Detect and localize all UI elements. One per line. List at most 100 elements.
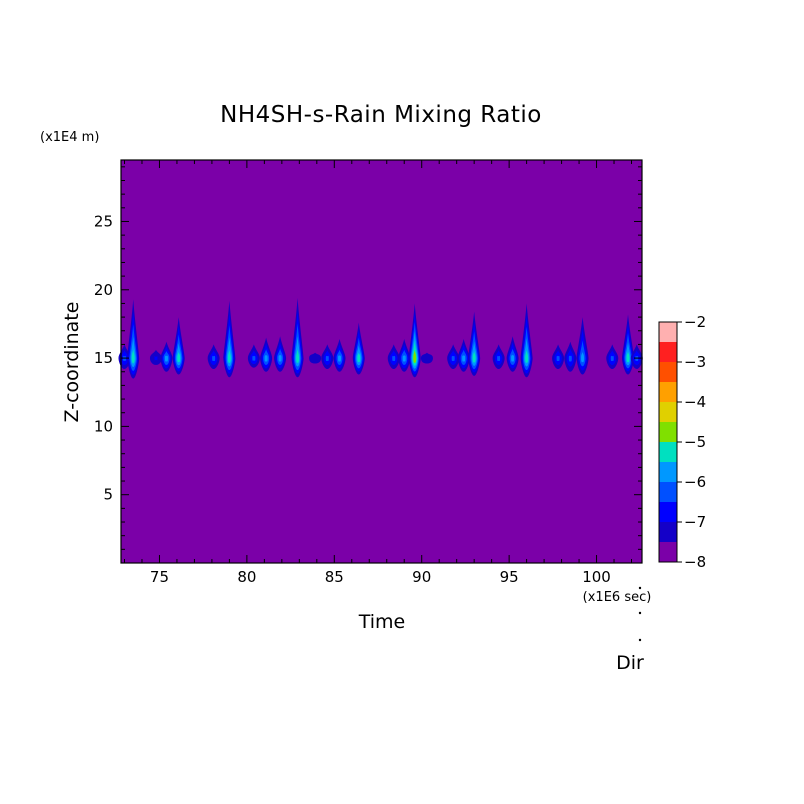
contour-level [164, 355, 168, 362]
precip-cell [291, 297, 304, 378]
plot-background [121, 160, 642, 563]
contour-level [568, 355, 572, 362]
colorbar-swatch [659, 542, 677, 562]
colorbar-tick-label: −8 [684, 553, 706, 571]
precip-cell [321, 344, 334, 370]
contour-level [420, 352, 433, 364]
precip-cell [352, 322, 365, 375]
colorbar-swatch [659, 462, 677, 482]
precip-cell [160, 341, 173, 372]
contour-level [402, 355, 406, 362]
y-tick-label: 10 [94, 417, 113, 435]
corner-label: Dir [616, 652, 644, 674]
contour-level [309, 352, 322, 364]
y-tick-label: 20 [94, 281, 113, 299]
x-tick-label: 90 [412, 568, 431, 586]
contour-level [581, 351, 585, 363]
x-tick-label: 95 [500, 568, 519, 586]
colorbar-swatch [659, 362, 677, 382]
x-axis-title: Time [358, 611, 406, 633]
colorbar-tick-label: −6 [684, 473, 706, 491]
colorbar-swatch [659, 342, 677, 362]
precip-cell [260, 337, 273, 372]
y-axis-title: Z-coordinate [61, 302, 83, 423]
contour-level [325, 355, 329, 362]
x-tick-label: 75 [150, 568, 169, 586]
contour-level [357, 352, 361, 363]
y-tick-label: 5 [103, 486, 113, 504]
contour-level [413, 349, 417, 363]
colorbar-swatch [659, 502, 677, 522]
precip-cell [447, 344, 460, 370]
precip-cell [333, 338, 346, 372]
contour-level [451, 355, 455, 362]
colorbar-swatch [659, 442, 677, 462]
precip-cell [247, 344, 260, 368]
contour-level [392, 355, 396, 362]
precip-cell [506, 336, 519, 372]
precip-cell [309, 352, 322, 364]
contour-level [511, 354, 515, 362]
precipitation-cells [118, 297, 643, 379]
contour-level [462, 355, 466, 362]
corner-dot [638, 638, 642, 642]
contour-level [610, 355, 614, 362]
contour-level [472, 351, 476, 363]
precip-cell [520, 303, 533, 378]
colorbar-tick-label: −3 [684, 353, 706, 371]
precip-cell [492, 344, 505, 370]
corner-dot [638, 611, 642, 615]
precip-cell [457, 338, 470, 372]
colorbar-swatch [659, 322, 677, 342]
precip-cell [223, 300, 236, 378]
plot-area [121, 160, 642, 563]
colorbar-swatch [659, 522, 677, 542]
x-scale-note: (x1E6 sec) [583, 590, 652, 605]
precip-cell [606, 344, 619, 370]
y-tick-label: 15 [94, 349, 113, 367]
x-tick-label: 80 [237, 568, 256, 586]
precip-cell [468, 311, 481, 376]
contour-level [154, 356, 158, 361]
colorbar-tick-label: −5 [684, 433, 706, 451]
colorbar-tick-label: −7 [684, 513, 706, 531]
precip-cell [398, 338, 411, 372]
contour-level [227, 349, 231, 363]
precip-cell [172, 317, 185, 375]
contour-level [626, 351, 630, 363]
contour-level [525, 349, 529, 363]
precip-cell [576, 317, 589, 375]
contour-level [338, 355, 342, 362]
precip-cell [408, 303, 421, 378]
contour-level [296, 349, 300, 363]
precip-cell [274, 336, 287, 372]
contour-level [264, 355, 268, 362]
precip-cell [127, 299, 140, 379]
precip-cell [630, 344, 643, 370]
precip-cell [207, 344, 220, 370]
precip-cell [552, 344, 565, 370]
contour-level [212, 355, 216, 362]
contour-level [177, 351, 181, 363]
x-tick-label: 100 [582, 568, 611, 586]
chart-title: NH4SH-s-Rain Mixing Ratio [220, 102, 542, 128]
precip-cell [564, 341, 577, 372]
contour-level [131, 349, 135, 364]
precip-cell [149, 349, 162, 365]
axes: 75 80 85 90 95 100 5 10 15 20 25 [94, 159, 643, 586]
plot-frame [120, 159, 643, 564]
precip-cell [420, 352, 433, 364]
colorbar-swatch [659, 482, 677, 502]
y-tick-label: 25 [94, 212, 113, 230]
colorbar-swatch [659, 382, 677, 402]
corner-dot [638, 586, 642, 590]
colorbar-swatch [659, 422, 677, 442]
contour-level [556, 355, 560, 362]
colorbar-tick-label: −2 [684, 313, 706, 331]
x-tick-label: 85 [325, 568, 344, 586]
contour-level [252, 355, 256, 361]
colorbar-tick-label: −4 [684, 393, 706, 411]
contour-level [497, 355, 501, 362]
y-scale-note: (x1E4 m) [40, 130, 99, 145]
